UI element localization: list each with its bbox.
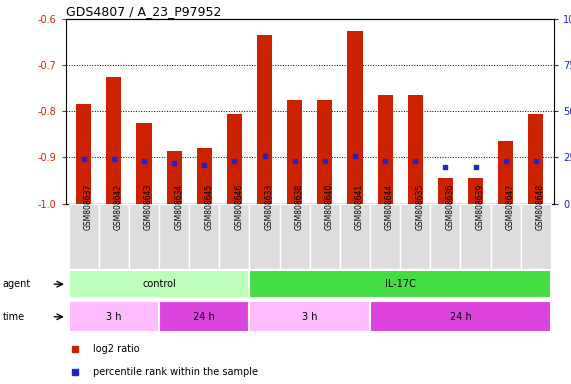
Bar [408, 95, 423, 204]
Text: GSM808633: GSM808633 [264, 184, 274, 230]
Bar [99, 204, 129, 269]
Text: control: control [142, 279, 176, 289]
Bar [257, 35, 272, 204]
Bar [69, 301, 159, 332]
Text: GSM808637: GSM808637 [84, 184, 93, 230]
Bar [468, 178, 483, 204]
Bar [250, 270, 551, 298]
Text: GSM808641: GSM808641 [355, 184, 364, 230]
Text: GSM808648: GSM808648 [536, 184, 545, 230]
Bar [250, 204, 280, 269]
Bar [400, 204, 431, 269]
Text: IL-17C: IL-17C [385, 279, 416, 289]
Bar [197, 148, 212, 204]
Text: GSM808635: GSM808635 [415, 184, 424, 230]
Bar [106, 77, 122, 204]
Bar [438, 178, 453, 204]
Bar [136, 123, 151, 204]
Text: 24 h: 24 h [194, 312, 215, 322]
Bar [189, 204, 219, 269]
Bar [528, 114, 544, 204]
Bar [76, 104, 91, 204]
Bar [498, 141, 513, 204]
Text: GSM808642: GSM808642 [114, 184, 123, 230]
Text: percentile rank within the sample: percentile rank within the sample [93, 367, 258, 377]
Text: time: time [3, 312, 25, 322]
Bar [310, 204, 340, 269]
Bar [159, 204, 189, 269]
Bar [129, 204, 159, 269]
Text: GSM808647: GSM808647 [506, 184, 514, 230]
Text: agent: agent [3, 279, 31, 289]
Text: GSM808634: GSM808634 [174, 184, 183, 230]
Text: 3 h: 3 h [106, 312, 122, 322]
Bar [370, 204, 400, 269]
Text: 3 h: 3 h [302, 312, 317, 322]
Bar [167, 151, 182, 204]
Bar [287, 100, 302, 204]
Text: GSM808646: GSM808646 [235, 184, 243, 230]
Bar [340, 204, 370, 269]
Bar [521, 204, 551, 269]
Bar [69, 204, 99, 269]
Text: GSM808645: GSM808645 [204, 184, 214, 230]
Text: GSM808636: GSM808636 [445, 184, 455, 230]
Bar [460, 204, 490, 269]
Bar [227, 114, 242, 204]
Text: GSM808643: GSM808643 [144, 184, 153, 230]
Bar [317, 100, 332, 204]
Text: GDS4807 / A_23_P97952: GDS4807 / A_23_P97952 [66, 5, 221, 18]
Text: 24 h: 24 h [449, 312, 471, 322]
Bar [377, 95, 393, 204]
Bar [250, 301, 370, 332]
Bar [159, 301, 250, 332]
Text: GSM808644: GSM808644 [385, 184, 394, 230]
Text: log2 ratio: log2 ratio [93, 344, 139, 354]
Bar [280, 204, 309, 269]
Text: GSM808639: GSM808639 [476, 184, 485, 230]
Text: GSM808638: GSM808638 [295, 184, 304, 230]
Bar [219, 204, 250, 269]
Bar [69, 270, 250, 298]
Bar [490, 204, 521, 269]
Text: GSM808640: GSM808640 [325, 184, 334, 230]
Bar [347, 31, 363, 204]
Bar [370, 301, 551, 332]
Bar [431, 204, 460, 269]
